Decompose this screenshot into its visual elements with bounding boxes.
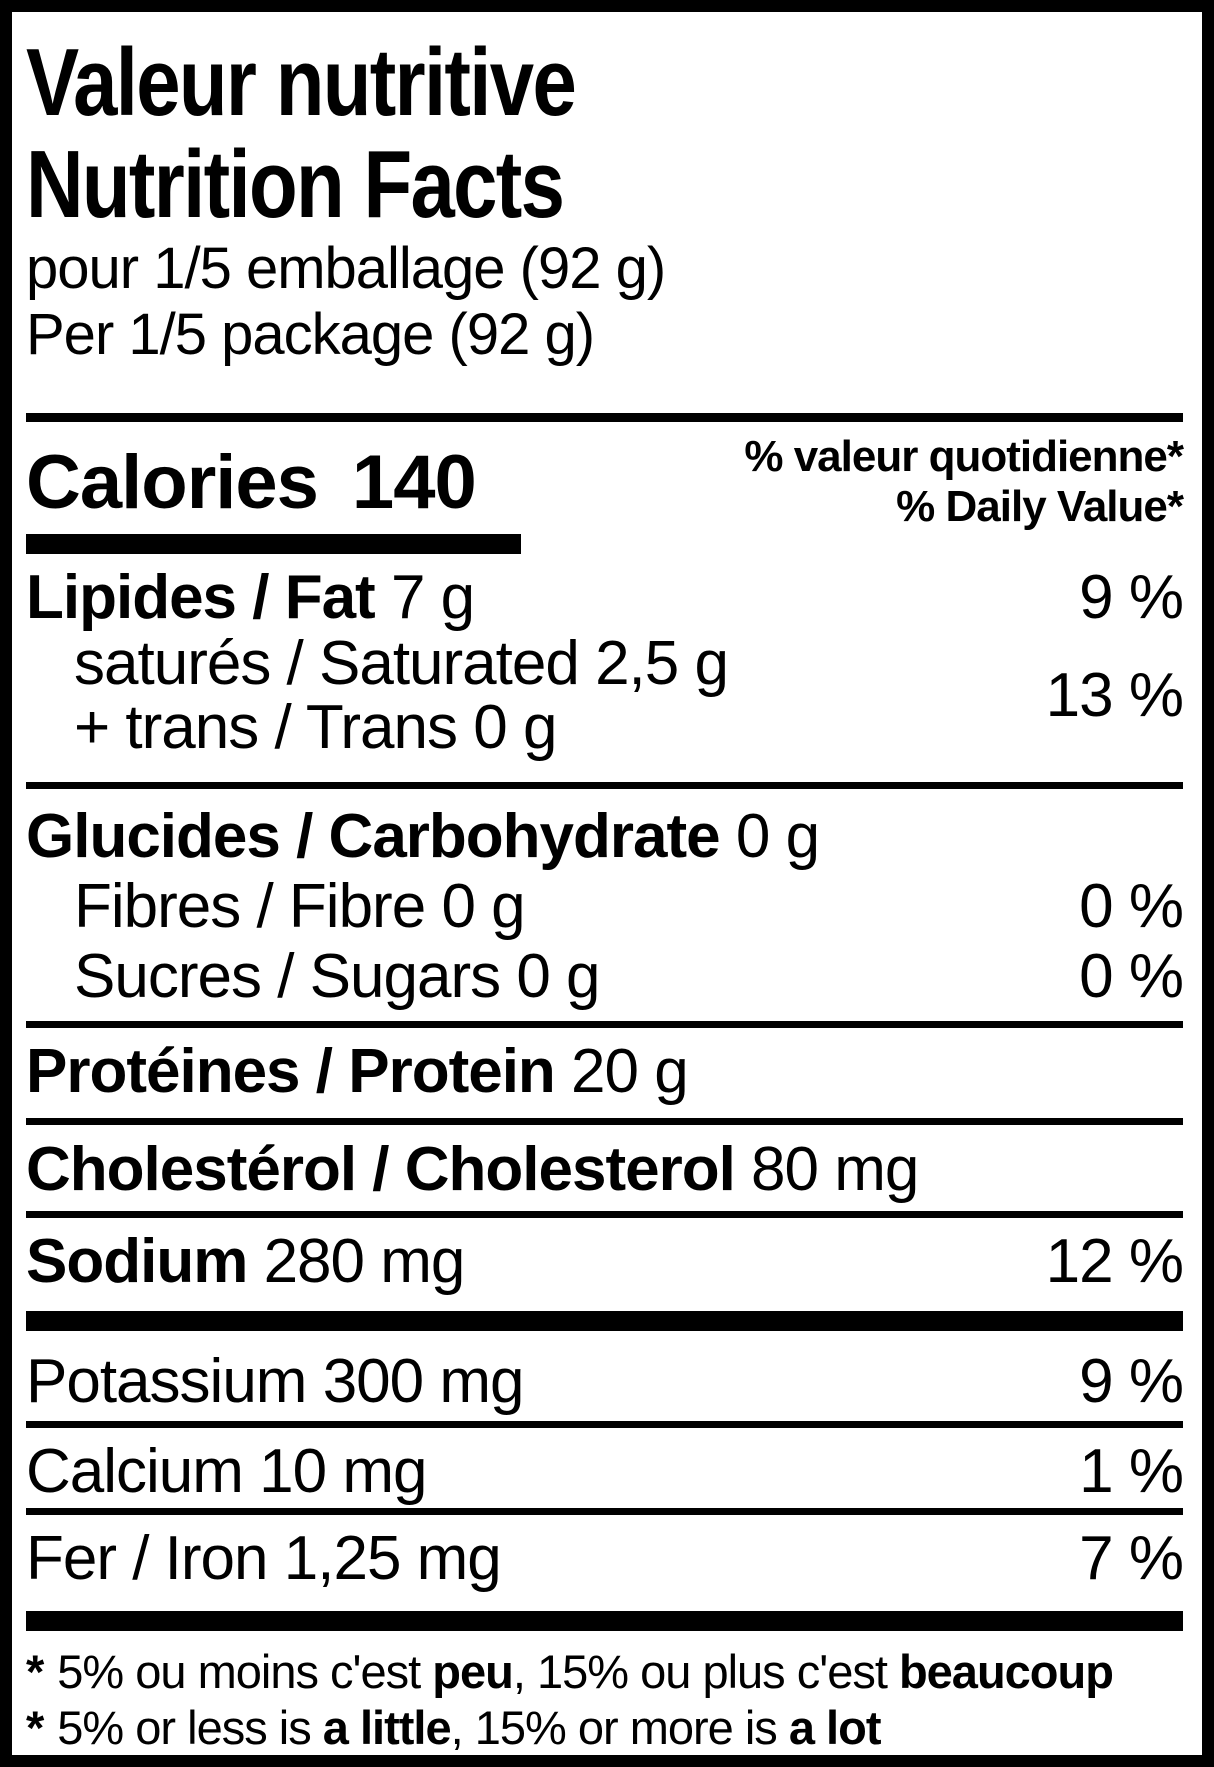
calories-label: Calories [26,439,319,525]
sugars-name-amount: Sucres / Sugars 0 g [26,942,601,1011]
fat-name: Lipides / Fat [26,563,376,632]
divider-after-carbohydrate [26,1021,1183,1028]
fibre-daily-value: 0 % [1079,872,1184,941]
fat-name-amount: Lipides / Fat 7 g [26,563,475,632]
serving-size-french: pour 1/5 emballage (92 g) [26,236,666,301]
daily-value-header-french: % valeur quotidienne* [744,432,1184,481]
row-fibre: Fibres / Fibre 0 g 0 % [26,872,1184,941]
protein-name: Protéines / Protein [26,1037,556,1106]
thick-bar-after-sodium [26,1311,1183,1331]
row-saturated-trans: saturés / Saturated 2,5 g + trans / Tran… [26,629,1184,762]
footnote-en-bold2: a lot [788,1701,882,1754]
saturated-trans-daily-value: 13 % [1045,661,1184,730]
daily-value-header: % valeur quotidienne* % Daily Value* [744,432,1184,532]
fibre-name: Fibres / Fibre [74,872,426,941]
divider-after-protein [26,1118,1183,1125]
protein-amount: 20 g [571,1037,689,1106]
potassium-name-amount: Potassium 300 mg [26,1350,524,1414]
potassium-amount: 300 mg [322,1347,525,1416]
iron-name: Fer / Iron [26,1524,269,1593]
fibre-amount: 0 g [441,872,525,941]
iron-daily-value: 7 % [1079,1524,1184,1593]
row-fat: Lipides / Fat 7 g 9 % [26,563,1184,632]
thick-bar-under-calories [26,534,521,554]
carbohydrate-name-amount: Glucides / Carbohydrate 0 g [26,802,820,871]
row-cholesterol: Cholestérol / Cholesterol 80 mg [26,1137,1183,1203]
sodium-name: Sodium [26,1227,248,1296]
footnote-asterisk-en: * [26,1701,44,1754]
iron-name-amount: Fer / Iron 1,25 mg [26,1524,502,1593]
sodium-name-amount: Sodium 280 mg [26,1227,466,1296]
footnote-asterisk-fr: * [26,1645,44,1698]
calcium-name-amount: Calcium 10 mg [26,1437,428,1506]
footnote-fr-bold2: beaucoup [898,1645,1114,1698]
row-sugars: Sucres / Sugars 0 g 0 % [26,942,1184,1011]
footnote-en-bold1: a little [322,1701,452,1754]
cholesterol-name: Cholestérol / Cholesterol [26,1135,736,1204]
row-carbohydrate: Glucides / Carbohydrate 0 g [26,805,1183,869]
footnote-en-prefix: 5% or less is [57,1701,311,1754]
divider-after-calcium [26,1508,1183,1515]
sugars-amount: 0 g [516,942,600,1011]
row-potassium: Potassium 300 mg 9 % [26,1347,1184,1416]
carbohydrate-amount: 0 g [735,802,820,871]
cholesterol-amount: 80 mg [751,1135,919,1204]
iron-amount: 1,25 mg [283,1524,502,1593]
row-protein: Protéines / Protein 20 g [26,1040,1183,1104]
sugars-name: Sucres / Sugars [74,942,501,1011]
fibre-name-amount: Fibres / Fibre 0 g [26,872,526,941]
saturated-fat-line: saturés / Saturated 2,5 g [74,629,729,698]
fat-daily-value: 9 % [1079,563,1184,632]
daily-value-header-english: % Daily Value* [896,482,1184,531]
footnote-fr-bold1: peu [432,1645,514,1698]
cholesterol-name-amount: Cholestérol / Cholesterol 80 mg [26,1135,919,1204]
footnote-fr-prefix: 5% ou moins c'est [57,1645,421,1698]
footnote-en-mid: , 15% or more is [450,1701,778,1754]
footnote-english: * 5% or less is a little, 15% or more is … [26,1700,1183,1755]
calcium-amount: 10 mg [259,1437,427,1506]
calories-value: 140 [351,439,477,525]
trans-fat-line: + trans / Trans 0 g [74,693,557,762]
calories: Calories 140 [26,439,477,526]
divider-under-serving [26,413,1183,422]
thick-bar-after-iron [26,1611,1183,1631]
footnote-french: * 5% ou moins c'est peu, 15% ou plus c'es… [26,1644,1183,1700]
row-sodium: Sodium 280 mg 12 % [26,1227,1184,1296]
label-title-french: Valeur nutritive [26,29,577,136]
footnote-fr-mid: , 15% ou plus c'est [512,1645,888,1698]
row-calcium: Calcium 10 mg 1 % [26,1437,1184,1506]
carbohydrate-name: Glucides / Carbohydrate [26,802,721,871]
serving-size-english: Per 1/5 package (92 g) [26,302,595,367]
potassium-name: Potassium [26,1347,307,1416]
calcium-name: Calcium [26,1437,244,1506]
row-iron: Fer / Iron 1,25 mg 7 % [26,1524,1184,1593]
calories-row: Calories 140 % valeur quotidienne* % Dail… [26,432,1184,532]
sodium-daily-value: 12 % [1045,1227,1184,1296]
divider-after-potassium [26,1421,1183,1428]
sugars-daily-value: 0 % [1079,942,1184,1011]
divider-after-cholesterol [26,1211,1183,1218]
calcium-daily-value: 1 % [1079,1437,1184,1506]
potassium-daily-value: 9 % [1079,1347,1184,1416]
divider-after-fat [26,782,1183,789]
protein-name-amount: Protéines / Protein 20 g [26,1037,689,1106]
fat-amount: 7 g [390,563,475,632]
sodium-amount: 280 mg [263,1227,466,1296]
label-title-english: Nutrition Facts [26,131,565,238]
saturated-trans-lines: saturés / Saturated 2,5 g + trans / Tran… [26,629,729,762]
